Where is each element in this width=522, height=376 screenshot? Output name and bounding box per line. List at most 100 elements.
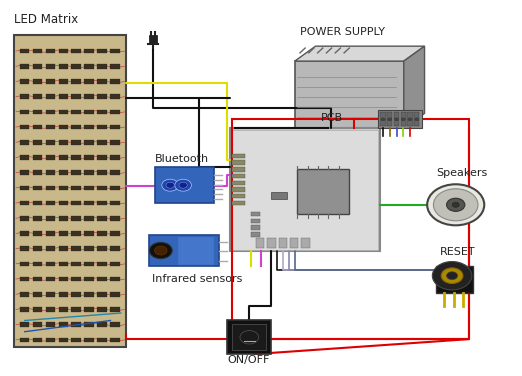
Bar [232,187,245,192]
Circle shape [175,179,192,191]
Bar [98,323,107,327]
Bar [72,201,81,205]
Bar [111,94,120,99]
Bar [19,246,29,251]
Polygon shape [404,46,424,128]
Bar [232,119,469,339]
Circle shape [381,118,385,121]
Bar [298,169,349,214]
Bar [32,155,42,160]
Bar [58,140,68,144]
Bar [72,186,81,190]
Bar [387,112,393,126]
Bar [32,110,42,114]
Bar [111,277,120,281]
Bar [45,170,55,175]
Bar [45,79,55,84]
Circle shape [433,189,478,221]
Bar [19,155,29,160]
Bar [111,216,120,221]
Bar [85,64,94,68]
Bar [98,338,107,342]
Bar [232,154,245,158]
Bar [401,112,406,126]
Bar [32,216,42,221]
Bar [19,216,29,221]
Bar [58,231,68,236]
Bar [98,125,107,129]
Bar [407,112,412,126]
Bar [111,140,120,144]
Bar [32,277,42,281]
Bar [58,79,68,84]
Bar [149,35,157,44]
Bar [58,94,68,99]
Bar [290,238,299,248]
Bar [98,110,107,114]
Bar [58,292,68,297]
Bar [111,110,120,114]
Bar [19,307,29,312]
Text: PCB: PCB [321,113,343,123]
Bar [414,112,419,126]
Bar [381,112,386,126]
Bar [19,292,29,297]
Bar [45,186,55,190]
Bar [32,231,42,236]
Polygon shape [295,46,424,61]
Bar [251,218,260,223]
Circle shape [155,246,167,255]
Bar [155,167,214,203]
Bar [58,49,68,53]
Bar [45,277,55,281]
Bar [232,324,266,350]
Bar [32,338,42,342]
Text: Infrared sensors: Infrared sensors [152,274,242,284]
Bar [32,307,42,312]
Bar [58,125,68,129]
Bar [149,235,219,266]
Circle shape [240,331,259,344]
Bar [85,140,94,144]
Bar [98,155,107,160]
Bar [85,49,94,53]
Bar [58,155,68,160]
Bar [45,110,55,114]
Bar [19,170,29,175]
Circle shape [446,272,458,280]
Circle shape [427,184,484,225]
Circle shape [452,202,459,207]
Bar [111,79,120,84]
Bar [394,112,399,126]
Bar [111,170,120,175]
Bar [98,216,107,221]
Bar [251,212,260,216]
Bar [111,186,120,190]
Bar [32,292,42,297]
Bar [111,49,120,53]
Bar [111,307,120,312]
Bar [85,94,94,99]
Bar [19,231,29,236]
Bar [85,110,94,114]
Circle shape [162,179,179,191]
Bar [85,125,94,129]
Bar [72,216,81,221]
Bar [85,201,94,205]
Bar [85,338,94,342]
Bar [85,277,94,281]
Bar [58,186,68,190]
Bar [19,277,29,281]
Text: LED Matrix: LED Matrix [15,13,79,26]
Text: RESET: RESET [440,247,476,257]
Circle shape [432,262,472,290]
Bar [85,292,94,297]
Bar [72,94,81,99]
Bar [251,225,260,230]
Bar [45,94,55,99]
Bar [45,231,55,236]
Bar [19,323,29,327]
Bar [58,323,68,327]
Bar [85,323,94,327]
Bar [232,180,245,185]
